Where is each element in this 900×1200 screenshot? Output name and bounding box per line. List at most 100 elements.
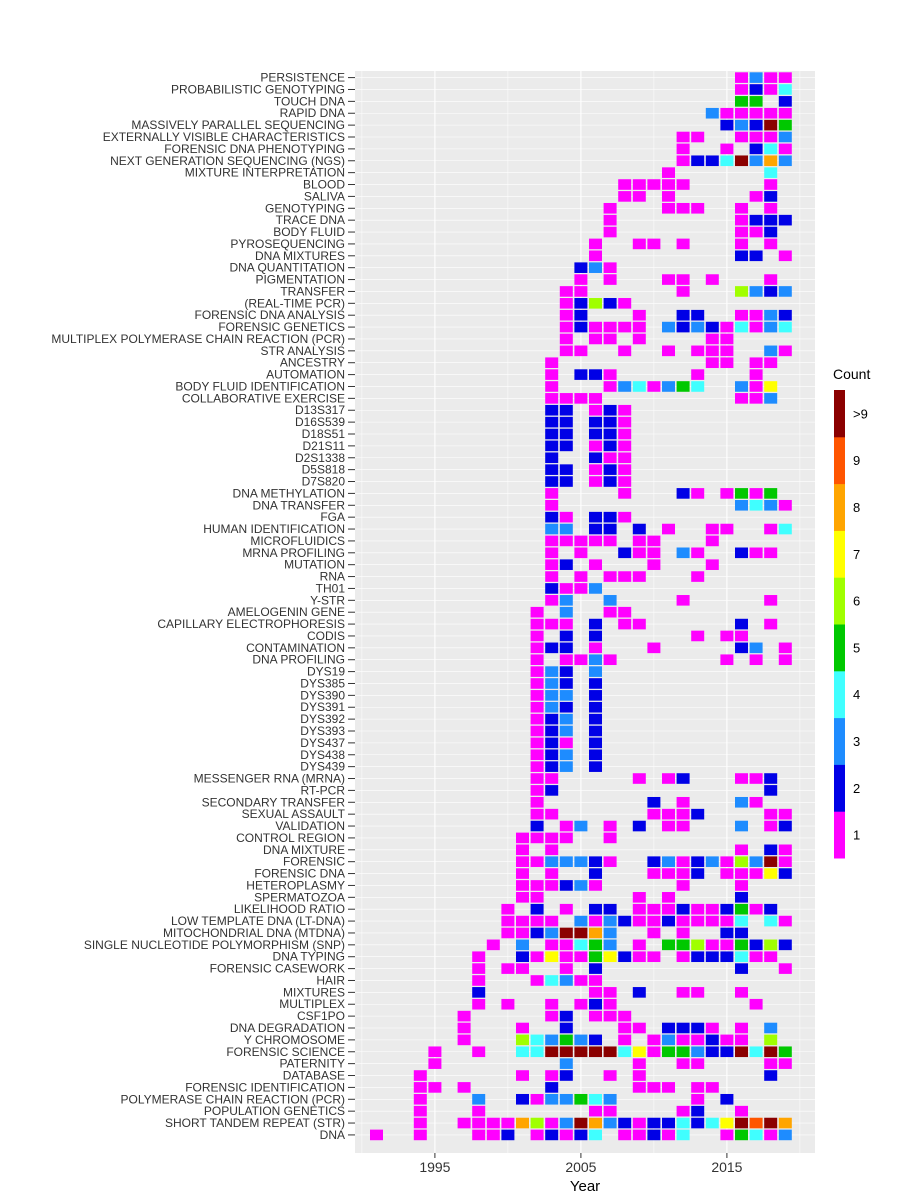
heatmap-cell [516, 951, 529, 963]
heatmap-cell [559, 951, 573, 963]
heatmap-cell [764, 844, 778, 856]
heatmap-cell [574, 915, 588, 927]
heatmap-cell [691, 1105, 705, 1117]
heatmap-cell [749, 309, 763, 321]
heatmap-cell [574, 951, 588, 963]
y-tick-label: DATABASE [283, 1069, 345, 1083]
heatmap-cell [589, 238, 602, 250]
y-tick-label: VALIDATION [275, 819, 345, 833]
y-tick-label: TOUCH DNA [274, 94, 345, 108]
heatmap-cell [647, 927, 661, 939]
heatmap-cell [559, 416, 573, 428]
heatmap-cell [486, 1129, 500, 1141]
heatmap-cell [647, 547, 661, 559]
heatmap-cell [530, 737, 544, 749]
y-tick-label: D7S820 [302, 475, 346, 489]
heatmap-cell [603, 226, 617, 238]
heatmap-cell [764, 808, 778, 820]
heatmap-cell [516, 915, 529, 927]
heatmap-cell [720, 939, 734, 951]
y-tick-label: DNA MIXTURE [263, 843, 345, 857]
heatmap-cell [559, 535, 573, 547]
heatmap-cell [735, 84, 748, 95]
y-tick-label: DNA MIXTURES [255, 249, 345, 263]
heatmap-cell [618, 191, 632, 202]
heatmap-cell [749, 321, 763, 333]
heatmap-cell [749, 488, 763, 499]
heatmap-cell [603, 202, 617, 214]
heatmap-cell [647, 868, 661, 879]
y-tick-label: BLOOD [303, 178, 345, 192]
heatmap-cell [676, 381, 690, 392]
heatmap-cell [662, 868, 675, 879]
heatmap-cell [472, 975, 486, 986]
heatmap-cell [559, 1093, 573, 1105]
heatmap-cell [530, 713, 544, 725]
heatmap-cell [472, 963, 486, 974]
heatmap-cell [676, 488, 690, 499]
heatmap-cell [778, 96, 792, 107]
heatmap-cell [457, 1117, 471, 1129]
heatmap-cell [749, 119, 763, 131]
heatmap-cell [530, 678, 544, 689]
heatmap-cell [735, 1129, 748, 1141]
heatmap-cell [516, 832, 529, 844]
heatmap-cell [589, 440, 602, 452]
heatmap-cell [559, 309, 573, 321]
heatmap-cell [735, 844, 748, 856]
heatmap-cell [778, 844, 792, 856]
heatmap-cell [632, 321, 646, 333]
heatmap-cell [545, 998, 559, 1010]
heatmap-cell [559, 642, 573, 654]
heatmap-cell [559, 333, 573, 345]
heatmap-cell [413, 1070, 427, 1081]
heatmap-cell [530, 725, 544, 737]
heatmap-cell [720, 630, 734, 642]
heatmap-cell [676, 773, 690, 784]
y-tick-label: MIXTURE INTERPRETATION [185, 166, 345, 180]
heatmap-cell [530, 903, 544, 915]
heatmap-cell [778, 808, 792, 820]
heatmap-cell [413, 1117, 427, 1129]
heatmap-cells [370, 72, 792, 1141]
y-tick-label: POLYMERASE CHAIN REACTION (PCR) [121, 1092, 345, 1106]
heatmap-cell [720, 107, 734, 119]
heatmap-cell [545, 1010, 559, 1022]
heatmap-cell [574, 345, 588, 357]
heatmap-cell [545, 357, 559, 369]
heatmap-cell [720, 951, 734, 963]
y-tick-label: FORENSIC [283, 855, 345, 869]
heatmap-cell [720, 119, 734, 131]
heatmap-cell [559, 618, 573, 630]
heatmap-cell [720, 333, 734, 345]
heatmap-cell [676, 939, 690, 951]
heatmap-cell [735, 499, 748, 511]
heatmap-cell [749, 903, 763, 915]
heatmap-cell [603, 1070, 617, 1081]
heatmap-cell [632, 535, 646, 547]
heatmap-cell [545, 499, 559, 511]
legend-swatch [834, 811, 845, 859]
legend-label: 2 [853, 781, 860, 796]
heatmap-cell [545, 595, 559, 606]
heatmap-cell [574, 535, 588, 547]
heatmap-cell [632, 820, 646, 832]
heatmap-cell [735, 820, 748, 832]
heatmap-cell [676, 1058, 690, 1069]
heatmap-cell [516, 856, 529, 867]
heatmap-cell [749, 369, 763, 380]
heatmap-cell [720, 488, 734, 499]
heatmap-cell [676, 286, 690, 297]
heatmap-cell [749, 286, 763, 297]
heatmap-cell [764, 1117, 778, 1129]
y-tick-label: SEXUAL ASSAULT [242, 807, 346, 821]
heatmap-cell [589, 1010, 602, 1022]
heatmap-cell [749, 96, 763, 107]
heatmap-cell [778, 107, 792, 119]
heatmap-cell [472, 1093, 486, 1105]
heatmap-cell [676, 903, 690, 915]
heatmap-cell [559, 393, 573, 404]
y-tick-label: AMELOGENIN GENE [228, 605, 345, 619]
y-tick-label: HETEROPLASMY [246, 878, 345, 892]
